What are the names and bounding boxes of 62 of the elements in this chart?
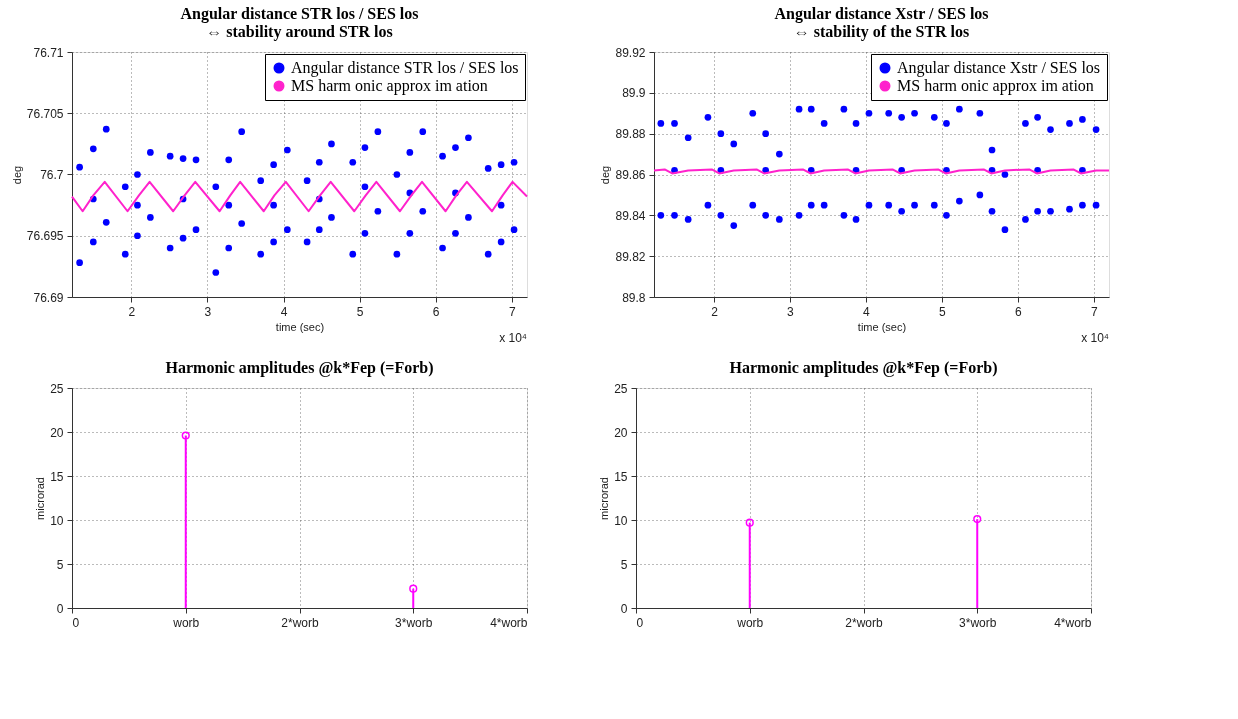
y-tick-label: 0 [620,601,628,616]
x-tick-label: 3 [204,304,212,319]
chart-title: Harmonic amplitudes @k*Fep (=Forb) [729,359,998,377]
y-tick-label: 76.695 [26,229,64,244]
y-axis-title: microrad [598,477,611,520]
y-tick-label: 89.82 [615,249,646,264]
y-tick-label: 5 [56,557,64,572]
x-tick-label: worb [736,615,764,630]
y-tick-label: 15 [50,469,64,484]
text: x 10⁴ [499,331,527,345]
y-tick-label: 10 [614,513,628,528]
legend-label: Angular distance STR los / SES los [291,59,519,77]
y-tick-label: 5 [620,557,628,572]
y-tick-label: 10 [50,513,64,528]
y-tick-label: 20 [50,425,64,440]
x-tick-label: 2*worb [281,615,319,630]
x-tick-label: worb [172,615,200,630]
x-tick-label: 4 [280,304,288,319]
chart-title: Angular distance STR los / SES los ⇔ stability around STR los [180,5,419,41]
y-tick-label: 76.705 [26,106,64,121]
y-axis-title: deg [10,165,23,185]
y-tick-label: 89.92 [615,45,646,60]
y-tick-label: 25 [614,381,628,396]
y-tick-label: 76.71 [33,45,64,60]
y-tick-label: 25 [50,381,64,396]
y-tick-label: 89.84 [615,208,646,223]
x-tick-label: 2 [128,304,136,319]
y-tick-label: 20 [614,425,628,440]
x-tick-label: 4*worb [1054,615,1092,630]
y-tick-label: 89.8 [622,290,646,305]
x-tick-label: 4*worb [490,615,528,630]
legend-label: Angular distance Xstr / SES los [897,59,1101,77]
x-tick-label: 3 [787,304,795,319]
y-tick-label: 0 [56,601,64,616]
x-tick-label: 2 [711,304,719,319]
y-axis-title: microrad [34,477,47,520]
x-tick-label: 6 [432,304,440,319]
y-tick-label: 89.88 [615,127,646,142]
x-tick-label: 7 [1090,304,1098,319]
y-tick-label: 89.86 [615,168,646,182]
x-tick-label: 2*worb [845,615,883,630]
x-tick-label: 3*worb [395,615,433,630]
x-tick-label: 3*worb [959,615,997,630]
chart-title: Harmonic amplitudes @k*Fep (=Forb) [165,359,434,377]
line-series [71,180,528,213]
chart-title: Angular distance Xstr / SES los ⇔ stability of the STR los [774,5,989,41]
x-tick-label: 4 [863,304,871,319]
x-tick-label: 6 [1015,304,1022,319]
y-axis-title: deg [599,165,612,185]
y-tick-label: 89.9 [622,86,646,101]
x-axis-title: time (sec) [275,320,325,333]
x-tick-label: 5 [356,304,364,319]
x-axis-title: time (sec) [857,320,907,333]
legend-label: MS harm onic approx im ation [291,77,488,95]
x-tick-label: 0 [72,615,80,630]
y-tick-label: 76.7 [40,168,64,182]
x-tick-label: 5 [939,304,947,319]
text: x 10⁴ [1081,331,1109,345]
legend-label: MS harm onic approx im ation [897,77,1094,95]
x-tick-label: 7 [508,304,516,319]
y-tick-label: 15 [614,469,628,484]
y-tick-label: 76.69 [33,290,64,305]
